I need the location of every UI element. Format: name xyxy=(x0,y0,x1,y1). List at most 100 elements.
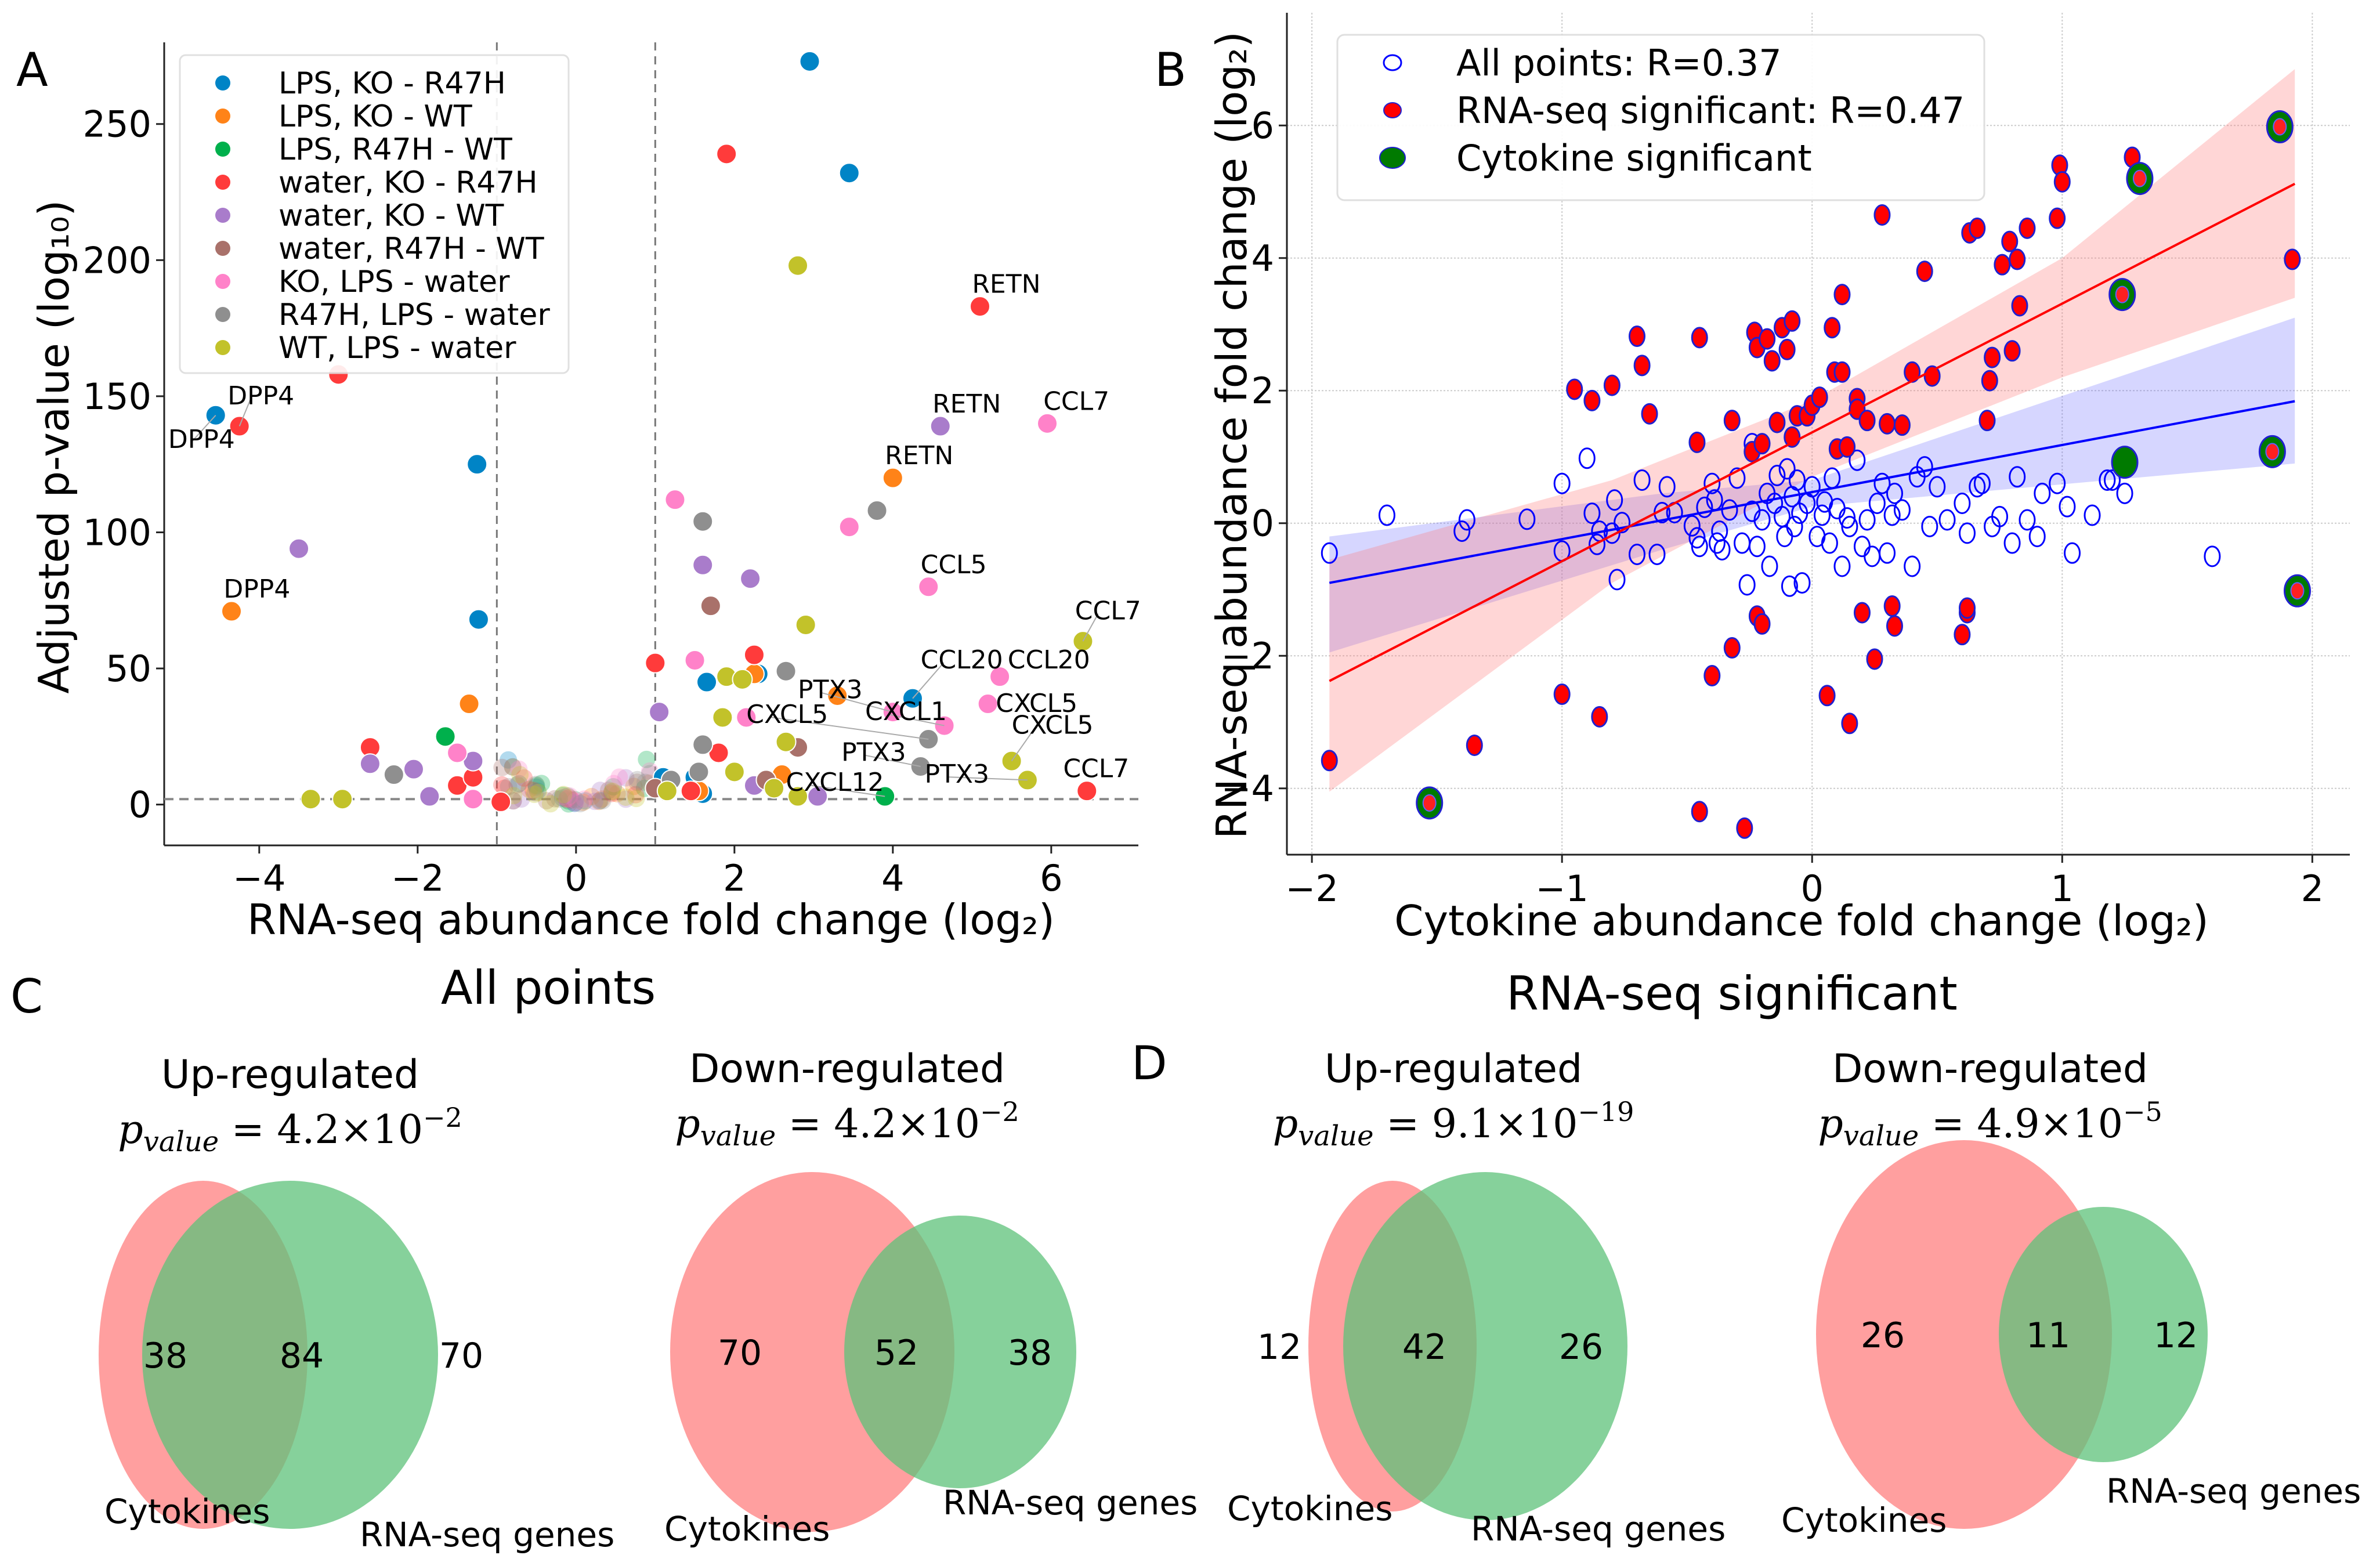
panel-a-gene-annotation: RETN xyxy=(885,441,953,471)
panel-b-point-rnaseq-significant xyxy=(1633,355,1651,377)
panel-a-nonsignificant-point xyxy=(508,776,526,794)
panel-a-nonsignificant-point xyxy=(493,758,511,776)
panel-a-x-axis-label: RNA-seq abundance fold change (log₂) xyxy=(247,895,1055,944)
panel-b-point-rnaseq-significant xyxy=(1753,613,1771,635)
panel-b-point-all xyxy=(2049,472,2066,494)
panel-b-point-all xyxy=(2003,532,2021,554)
panel-a-nonsignificant-point xyxy=(554,788,572,806)
panel-a-nonsignificant-point xyxy=(526,784,544,802)
section-title-rnaseq-significant: RNA-seq significant xyxy=(1506,967,1957,1021)
panel-a-gene-annotation: DPP4 xyxy=(227,381,294,411)
panel-b-point-all xyxy=(2116,482,2133,504)
panel-a-annotation-leader xyxy=(238,398,252,426)
panel-b-y-tick-label: 2 xyxy=(1252,370,1274,412)
panel-b-point-all xyxy=(1781,575,1798,597)
panel-a-nonsignificant-point xyxy=(591,782,609,800)
panel-b-point-rnaseq-significant xyxy=(2273,118,2287,136)
panel-b-point-all xyxy=(1608,569,1626,591)
panel-a-nonsignificant-point xyxy=(565,794,583,812)
panel-a-nonsignificant-point xyxy=(558,790,576,808)
panel-a-point xyxy=(490,791,512,812)
panel-b-point-all xyxy=(1648,543,1666,565)
panel-a-point xyxy=(332,789,353,810)
panel-a-point xyxy=(795,614,816,635)
panel-b-point-all xyxy=(1929,476,1946,498)
panel-b-x-axis-label: Cytokine abundance fold change (log₂) xyxy=(1394,896,2209,945)
panel-b-point-all xyxy=(1958,522,1976,544)
panel-a-nonsignificant-point xyxy=(603,784,621,802)
panel-label-a: A xyxy=(16,43,48,97)
panel-b-y-tick-label: 4 xyxy=(1252,237,1274,280)
panel-b-point-rnaseq-significant xyxy=(2115,285,2129,303)
pvalue-exponent: −19 xyxy=(1578,1096,1634,1127)
panel-a-point xyxy=(724,761,745,783)
panel-a-legend-marker xyxy=(215,175,230,190)
panel-label-c: C xyxy=(10,970,43,1024)
panel-b-point-rnaseq-significant xyxy=(1923,365,1941,387)
panel-b-point-rnaseq-significant xyxy=(1763,350,1781,372)
panel-b-point-all xyxy=(1916,456,1933,478)
panel-a-gene-annotation: CCL5 xyxy=(921,550,987,580)
panel-a-annotation-leader xyxy=(947,776,1028,781)
pvalue-symbol: p xyxy=(1818,1101,1843,1147)
panel-b-point-all xyxy=(1753,509,1771,531)
panel-a-gene-annotation: CXCL12 xyxy=(786,768,884,797)
venn-set-label: RNA-seq genes xyxy=(360,1515,614,1554)
panel-a-nonsignificant-point xyxy=(585,793,603,811)
panel-b-regression-line xyxy=(1329,400,2295,584)
panel-a-legend-label: LPS, KO - WT xyxy=(278,99,472,134)
panel-b-point-all xyxy=(2028,526,2046,548)
panel-b-legend-marker xyxy=(1383,54,1402,71)
panel-b-point-all xyxy=(1973,472,1991,494)
panel-b-legend: All points: R=0.37 RNA-seq significant: R… xyxy=(1336,34,1985,201)
panel-b-point-all xyxy=(2059,496,2076,518)
panel-b-point-rnaseq-significant xyxy=(1858,410,1876,432)
panel-a-gene-annotation: DPP4 xyxy=(168,425,235,454)
panel-b-point-rnaseq-significant xyxy=(2009,248,2026,270)
venn-count-rnaseq-only: 12 xyxy=(2154,1315,2198,1356)
panel-b-point-all xyxy=(1788,469,1806,491)
pvalue-symbol: p xyxy=(1273,1101,1298,1147)
panel-a-y-axis-label: Adjusted p-value (log₁₀) xyxy=(30,200,78,694)
panel-b-point-rnaseq-significant xyxy=(2019,217,2036,239)
panel-b-point-all xyxy=(1748,536,1766,558)
panel-b-point-all xyxy=(1603,522,1621,544)
panel-b-point-all xyxy=(2019,509,2036,531)
panel-b-x-tick-label: 1 xyxy=(2051,867,2074,910)
panel-a-legend-marker xyxy=(215,274,230,289)
venn-count-rnaseq-only: 70 xyxy=(439,1336,483,1376)
panel-a-nonsignificant-point xyxy=(529,782,547,800)
panel-a-nonsignificant-point xyxy=(610,768,628,786)
panel-a-gene-annotation: CXCL1 xyxy=(865,697,947,726)
panel-b-point-rnaseq-significant xyxy=(1691,327,1708,349)
venn-count-rnaseq-only: 26 xyxy=(1559,1327,1603,1368)
panel-a-nonsignificant-point xyxy=(530,783,548,801)
panel-a-nonsignificant-point xyxy=(560,792,578,810)
panel-b-point-rnaseq-significant xyxy=(1866,648,1883,670)
panel-a-nonsignificant-point xyxy=(558,790,576,808)
panel-b-point-all xyxy=(1873,472,1891,494)
panel-b-point-all xyxy=(1879,542,1896,564)
panel-a-point xyxy=(435,726,456,747)
panel-b-point-all xyxy=(1868,492,1886,514)
panel-b-y-tick-label: −4 xyxy=(1221,768,1274,810)
panel-b-point-rnaseq-significant xyxy=(1981,370,1998,392)
panel-a-legend-box xyxy=(179,54,570,374)
panel-a-gene-annotation: RETN xyxy=(972,270,1040,299)
panel-b-point-rnaseq-significant xyxy=(1688,431,1706,453)
venn-title: Up-regulated xyxy=(161,1052,419,1098)
panel-a-nonsignificant-point xyxy=(551,790,569,808)
panel-b-point-all xyxy=(1738,574,1756,596)
panel-b-point-all xyxy=(2034,482,2051,504)
panel-a-point xyxy=(775,731,797,753)
panel-b-point-rnaseq-significant xyxy=(1841,713,1858,735)
panel-b-point-all xyxy=(1691,536,1708,558)
panel-a-nonsignificant-point xyxy=(527,776,545,794)
venn-count-cytokines-only: 12 xyxy=(1257,1327,1301,1368)
venn-count-overlap: 84 xyxy=(280,1336,324,1376)
panel-b-point-all xyxy=(1858,509,1876,531)
panel-a-point xyxy=(736,707,757,728)
panel-a-nonsignificant-point xyxy=(500,778,518,795)
panel-b-point-all xyxy=(1453,520,1471,542)
